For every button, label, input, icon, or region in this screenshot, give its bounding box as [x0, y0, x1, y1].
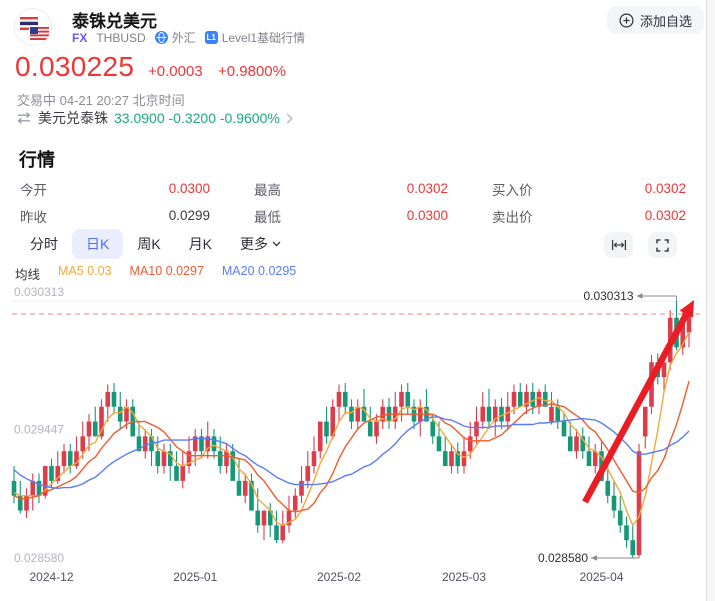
circle-plus-icon	[619, 12, 634, 28]
fx-badge: FX	[72, 30, 88, 45]
swap-arrows-icon	[17, 112, 31, 124]
fullscreen-button[interactable]	[648, 232, 677, 258]
ma-legend-title: 均线	[15, 268, 41, 282]
thb-usd-flags-icon	[19, 16, 50, 41]
fullscreen-icon	[656, 238, 669, 252]
price-change-percent: +0.9800%	[218, 63, 286, 80]
related-pair-name: 美元兑泰铢	[38, 110, 108, 126]
level-badge: L1 Level1基础行情	[204, 31, 306, 45]
quote-cell-ask: 卖出价 0.0302	[492, 208, 686, 225]
chevron-right-icon	[286, 112, 293, 124]
symbol-code: THBUSD	[96, 30, 146, 45]
related-pair-quote: 33.0900 -0.3200 -0.9600%	[114, 110, 280, 126]
trading-status: 交易中 04-21 20:27 北京时间	[17, 93, 185, 108]
kline-period-tabs: 分时 日K 周K 月K 更多	[16, 229, 295, 259]
globe-icon	[154, 31, 168, 44]
tab-minute[interactable]: 分时	[30, 236, 58, 252]
ma20-legend: MA20 0.0295	[221, 264, 297, 278]
quote-cell-high: 最高 0.0302	[254, 181, 448, 198]
tab-monthly-k[interactable]: 月K	[188, 236, 213, 252]
l1-badge-icon: L1	[204, 31, 218, 44]
market-badge: 外汇	[154, 29, 196, 46]
quote-grid: 今开 0.0300 最高 0.0302 买入价 0.0302 昨收 0.0299…	[20, 175, 686, 229]
price-change: +0.0003	[148, 63, 203, 80]
tab-weekly-k[interactable]: 周K	[137, 236, 161, 252]
instrument-badges: FX THBUSD 外汇 L1 Level1基础行情	[72, 29, 305, 46]
fit-width-icon	[611, 240, 626, 250]
add-watchlist-button[interactable]: 添加自选	[606, 6, 704, 34]
caret-down-icon	[272, 241, 281, 247]
page-scrollbar[interactable]	[706, 0, 715, 601]
quote-cell-prev-close: 昨收 0.0299	[20, 208, 210, 225]
tab-daily-k[interactable]: 日K	[72, 229, 124, 259]
quote-cell-low: 最低 0.0300	[254, 208, 448, 225]
instrument-flag-avatar	[14, 8, 52, 46]
quote-cell-open: 今开 0.0300	[20, 181, 210, 198]
page-title: 泰铢兑美元	[72, 12, 157, 31]
related-pair-link[interactable]: 美元兑泰铢 33.0900 -0.3200 -0.9600%	[16, 108, 293, 128]
kline-chart[interactable]	[10, 288, 700, 583]
ma10-legend: MA10 0.0297	[129, 264, 204, 278]
ma-legend: 均线 MA5 0.03 MA10 0.0297 MA20 0.0295	[15, 264, 296, 283]
last-price: 0.030225	[15, 51, 135, 82]
fit-width-button[interactable]	[604, 232, 633, 258]
tab-more[interactable]: 更多	[226, 229, 295, 259]
quote-section-title: 行情	[19, 150, 55, 170]
ma5-legend: MA5 0.03	[58, 264, 112, 278]
quote-cell-bid: 买入价 0.0302	[492, 181, 686, 198]
